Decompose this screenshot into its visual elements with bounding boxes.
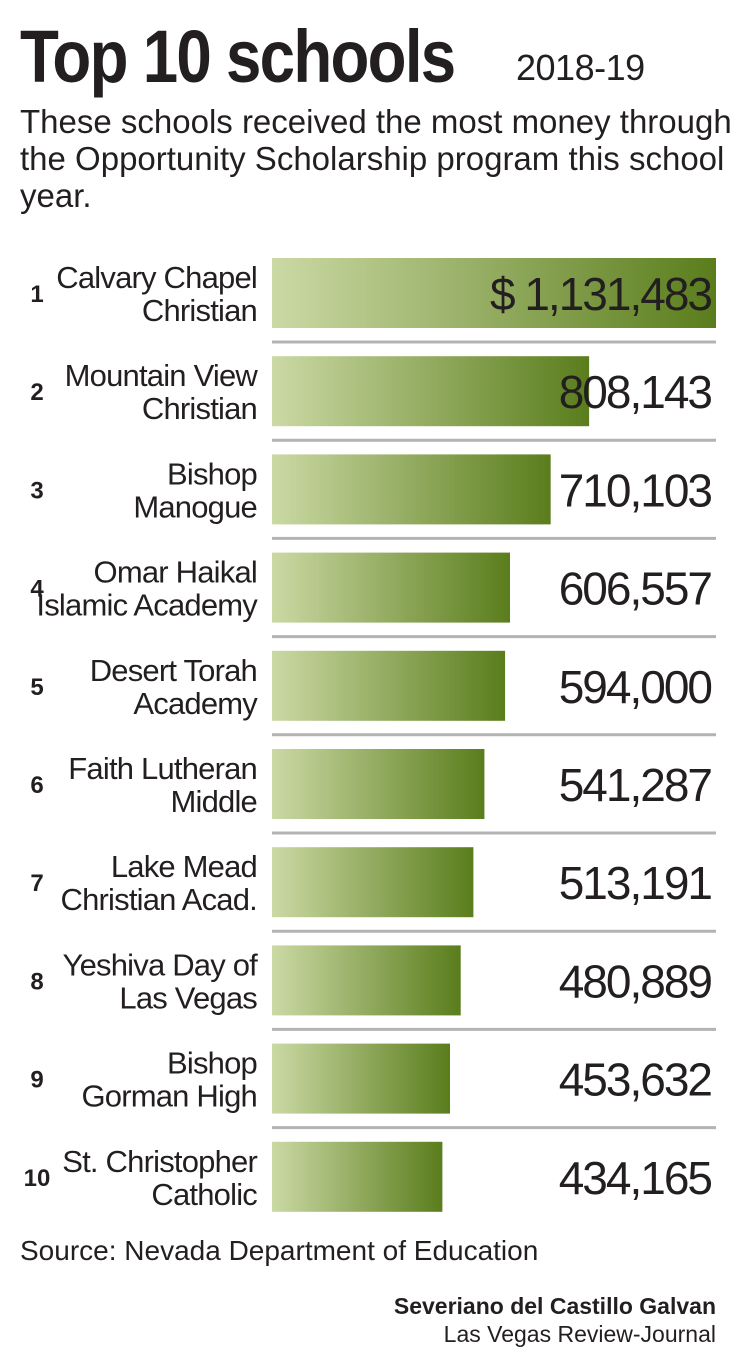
value-label-8: 480,889 [559, 955, 712, 1007]
rank-label-3: 3 [30, 477, 43, 504]
school-name-1: Calvary Chapel [56, 260, 257, 295]
value-label-7: 513,191 [559, 857, 712, 909]
value-label-4: 606,557 [559, 563, 712, 615]
value-label-5: 594,000 [559, 661, 712, 713]
school-name-3: Manogue [133, 489, 257, 524]
school-name-7: Christian Acad. [61, 882, 258, 917]
school-name-6: Faith Lutheran [68, 751, 257, 786]
source-note: Source: Nevada Department of Education [20, 1235, 539, 1266]
rank-label-5: 5 [30, 674, 43, 701]
credit-org: Las Vegas Review-Journal [443, 1321, 716, 1347]
bar-9 [272, 1043, 451, 1114]
bar-1 [272, 258, 716, 328]
school-name-9: Gorman High [81, 1079, 257, 1114]
value-label-3: 710,103 [559, 464, 712, 516]
value-label-2: 808,143 [559, 366, 712, 418]
bar-5 [272, 650, 506, 721]
school-name-2: Christian [142, 391, 257, 426]
school-name-3: Bishop [167, 456, 257, 491]
rank-label-1: 1 [30, 281, 43, 308]
rank-label-10: 10 [24, 1165, 51, 1192]
bar-6 [272, 749, 485, 819]
value-label-6: 541,287 [559, 759, 712, 811]
title-row: Top 10 schools [20, 12, 525, 102]
school-name-2: Mountain View [65, 358, 259, 393]
chart-subtitle: These schools received the most money th… [20, 103, 732, 214]
value-label-10: 434,165 [559, 1152, 712, 1204]
school-name-6: Middle [170, 784, 257, 819]
school-name-10: Catholic [151, 1177, 257, 1212]
rank-label-2: 2 [30, 379, 43, 406]
rank-label-9: 9 [30, 1067, 43, 1094]
chart-year: 2018-19 [516, 47, 645, 88]
school-name-9: Bishop [167, 1046, 257, 1081]
bar-3 [272, 454, 551, 525]
school-name-5: Academy [133, 686, 258, 721]
bar-7 [272, 847, 474, 918]
bar-8 [272, 945, 461, 1016]
school-name-7: Lake Mead [111, 849, 257, 884]
rank-label-6: 6 [30, 772, 43, 799]
value-label-9: 453,632 [559, 1054, 712, 1106]
rank-label-7: 7 [30, 870, 43, 897]
value-label-1: $ 1,131,483 [490, 268, 711, 320]
bar-10 [272, 1141, 443, 1212]
bar-2 [272, 356, 590, 427]
school-name-8: Las Vegas [119, 980, 257, 1015]
rank-label-8: 8 [30, 968, 43, 995]
bar-4 [272, 552, 511, 623]
school-name-4: Omar Haikal [94, 555, 257, 590]
school-name-8: Yeshiva Day of [63, 947, 259, 982]
school-name-4: Islamic Academy [36, 588, 258, 623]
school-name-10: St. Christopher [62, 1144, 257, 1179]
school-name-1: Christian [142, 293, 257, 328]
school-name-5: Desert Torah [90, 653, 257, 688]
credit-name: Severiano del Castillo Galvan [393, 1293, 716, 1319]
rank-label-4: 4 [30, 576, 44, 603]
chart-title: Top 10 schools [20, 15, 456, 98]
